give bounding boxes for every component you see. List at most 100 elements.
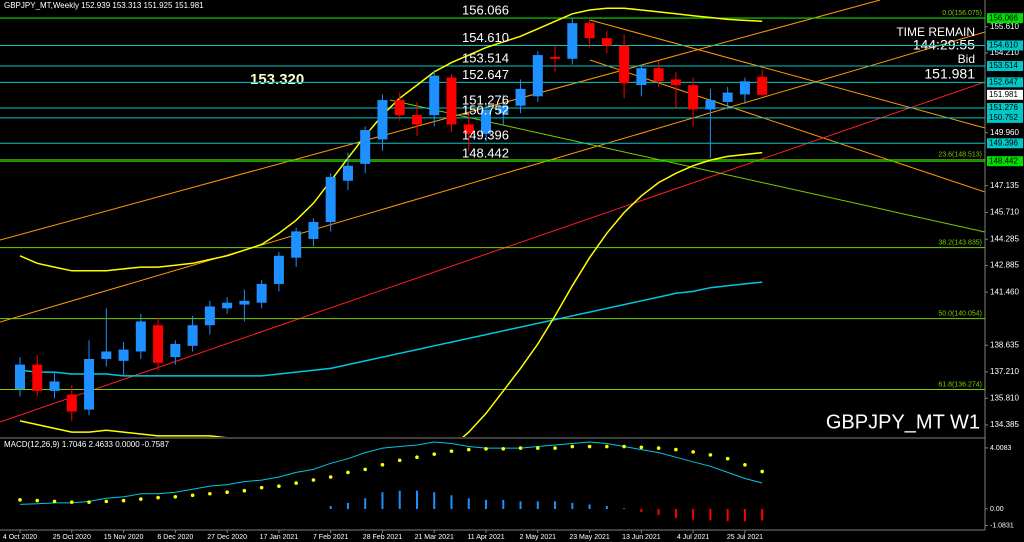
x-tick-label: 21 Mar 2021 — [415, 534, 454, 541]
candle-body — [636, 68, 647, 86]
indicator-line — [19, 281, 763, 377]
candle-body — [429, 75, 440, 116]
level-box-label: 156.066 — [989, 13, 1018, 22]
x-tick-label: 2 May 2021 — [520, 534, 557, 541]
macd-line — [19, 441, 763, 505]
signal-dot — [139, 497, 143, 501]
level-box — [987, 40, 1023, 51]
y-tick-label: 137.210 — [990, 367, 1019, 376]
macd-bar — [329, 505, 332, 509]
signal-dot — [259, 485, 264, 490]
macd-bar — [415, 490, 418, 509]
macd-bar — [467, 498, 470, 509]
bid-box — [987, 89, 1023, 100]
candle-body — [15, 364, 25, 389]
annotation: 153.320 — [250, 71, 304, 88]
candle-body — [325, 177, 336, 223]
level-label: 148.442 — [462, 146, 509, 161]
x-tick-label: 17 Jan 2021 — [260, 534, 299, 541]
signal-dot — [674, 447, 678, 452]
candle-body — [153, 325, 164, 363]
signal-dot — [466, 447, 471, 452]
signal-dot — [225, 490, 229, 495]
signal-dot — [725, 456, 730, 461]
candle-body — [273, 255, 284, 284]
level-box — [987, 156, 1023, 167]
candle-body — [498, 105, 509, 114]
macd-y-tick-label: 4.0083 — [990, 445, 1012, 452]
signal-dot — [553, 446, 557, 450]
candle-body — [688, 85, 699, 110]
signal-dot — [190, 493, 195, 498]
candle-body — [118, 349, 129, 361]
level-box — [987, 77, 1023, 88]
signal-dot — [242, 488, 247, 493]
open: 152.939 — [81, 1, 110, 10]
macd-bar — [605, 505, 608, 509]
candle-body — [170, 343, 181, 358]
time-remain: 144:29:55 — [913, 37, 975, 53]
candle-body — [49, 381, 60, 391]
macd-bar — [571, 502, 574, 509]
level-label: 152.647 — [462, 67, 509, 82]
macd-bar — [674, 508, 677, 519]
x-tick-label: 25 Oct 2020 — [53, 534, 91, 541]
signal-dot — [363, 467, 368, 472]
indicator-line — [19, 151, 763, 437]
signal-dot — [173, 495, 178, 499]
fib-label: 38.2(143.835) — [938, 239, 982, 246]
signal-dot — [570, 444, 575, 449]
macd-bar — [709, 508, 712, 521]
bid-label: Bid — [958, 52, 975, 66]
x-tick-label: 23 May 2021 — [569, 534, 610, 541]
signal-dot — [587, 444, 592, 449]
macd-bar — [588, 504, 591, 509]
histogram-value: -0.7587 — [142, 440, 170, 449]
trendline — [0, 0, 881, 241]
candle-body — [739, 81, 750, 95]
y-tick-label: 154.210 — [990, 48, 1019, 57]
low: 151.925 — [144, 1, 173, 10]
indicator-line — [19, 7, 763, 272]
macd-bar — [485, 499, 488, 509]
candle-body — [446, 77, 457, 125]
signal-dot — [87, 500, 91, 504]
level-box-label: 154.610 — [989, 41, 1018, 50]
candle-body — [619, 45, 630, 84]
macd-bar — [743, 508, 746, 522]
signal-dot — [691, 450, 695, 454]
candle-body — [515, 88, 526, 106]
macd-bar — [692, 508, 695, 520]
macd-title: MACD(12,26,9) — [4, 440, 60, 449]
macd-pane — [18, 441, 764, 522]
signal-dot — [605, 444, 609, 449]
macd-bar — [450, 495, 453, 509]
y-tick-label: 149.960 — [990, 128, 1019, 137]
signal-dot — [656, 446, 661, 450]
symbol: GBPJPY_MT,Weekly — [4, 1, 79, 10]
signal-dot — [328, 475, 333, 479]
level-label: 153.514 — [462, 50, 509, 65]
signal-dot — [518, 446, 523, 450]
y-tick-label: 138.635 — [990, 340, 1019, 349]
macd-bar — [502, 499, 505, 509]
level-box — [987, 13, 1023, 24]
candle-body — [204, 306, 215, 326]
signal-dot — [501, 447, 506, 451]
candle-body — [705, 100, 716, 110]
macd-bar — [726, 508, 729, 522]
signal-dot — [121, 498, 126, 503]
level-box — [987, 112, 1023, 123]
candle-body — [567, 23, 578, 59]
signal-dot — [743, 463, 747, 467]
level-label: 156.066 — [462, 3, 509, 18]
macd-bar — [364, 498, 367, 509]
candle-body — [66, 394, 77, 412]
watermark: GBPJPY_MT W1 — [826, 411, 980, 433]
candle-body — [653, 68, 664, 82]
signal-dot — [294, 481, 298, 485]
extra-value: 0.0000 — [115, 440, 140, 449]
x-tick-label: 6 Dec 2020 — [157, 534, 193, 541]
